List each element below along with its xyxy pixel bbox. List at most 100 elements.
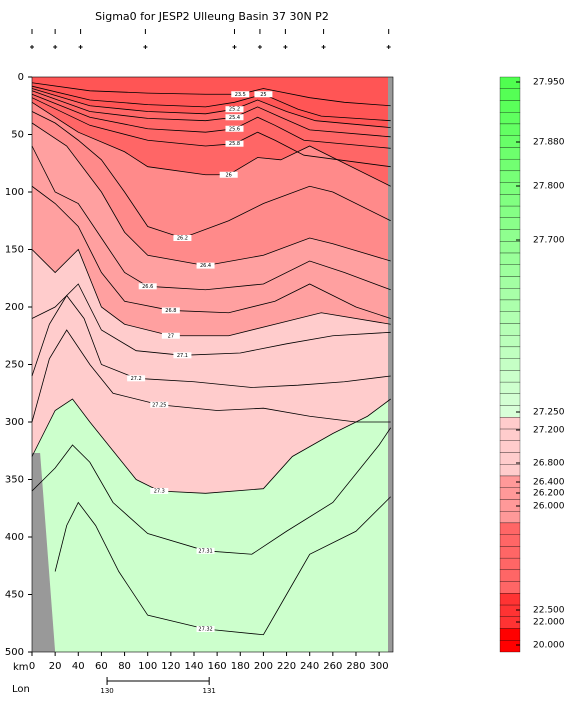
colorbar-bin — [499, 428, 521, 441]
colorbar-bin — [499, 100, 521, 113]
colorbar-bin — [499, 452, 521, 465]
x-axis-label: km — [13, 662, 29, 673]
contour-label-bg — [196, 547, 215, 554]
contour-label: 27.31 — [198, 548, 212, 554]
y-tick-label: 250 — [5, 360, 24, 371]
contour-line — [31, 85, 391, 122]
colorbar-bin — [499, 464, 521, 477]
colorbar-bin — [499, 370, 521, 383]
x-tick-label: 180 — [231, 661, 250, 672]
colorbar-bin — [499, 616, 521, 629]
colorbar-tick-label: 27.880 — [533, 138, 565, 148]
contour-label: 27.25 — [152, 402, 166, 408]
colorbar-bin — [499, 299, 521, 312]
contour-label-bg — [161, 307, 180, 314]
colorbar-bin — [499, 393, 521, 406]
colorbar-bin — [499, 264, 521, 277]
colorbar-bin — [499, 511, 521, 524]
x-tick-label: 220 — [277, 661, 296, 672]
x-tick-label: 120 — [161, 661, 180, 672]
colorbar-bin — [499, 170, 521, 183]
colorbar-bin — [499, 640, 521, 653]
contour-label: 25.4 — [229, 115, 240, 121]
colorbar-bin — [499, 311, 521, 324]
colorbar-bin — [499, 88, 521, 101]
contour-line — [31, 283, 391, 356]
contour-label-bg — [150, 488, 169, 494]
chart-title: Sigma0 for JESP2 Ulleung Basin 37 30N P2 — [95, 10, 329, 23]
contour-label-bg — [219, 171, 238, 178]
contour-line — [31, 427, 392, 555]
contour-label: 27.1 — [177, 353, 188, 359]
colorbar-bin — [499, 323, 521, 336]
contour-label-bg — [225, 140, 244, 147]
contour-label: 27.2 — [131, 376, 142, 382]
contour-label-bg — [161, 332, 180, 339]
colorbar-bin — [499, 217, 521, 230]
colorbar-tick-label: 27.250 — [533, 408, 565, 418]
contour-label: 26.4 — [200, 263, 211, 269]
contour-label-bg — [225, 114, 244, 121]
x-tick-label: 200 — [254, 661, 273, 672]
colorbar-bin — [499, 205, 521, 218]
contour-label: 27 — [168, 333, 174, 339]
y-tick-label: 150 — [5, 245, 24, 256]
colorbar-tick-label: 26.800 — [533, 459, 565, 469]
contour-label-bg — [225, 106, 244, 113]
contour-label: 25.2 — [229, 107, 240, 113]
lon-tick-label: 131 — [202, 687, 215, 695]
colorbar-bin — [499, 346, 521, 359]
colorbar-bin — [499, 276, 521, 289]
contour-label: 26.6 — [142, 284, 153, 290]
contour-label-bg — [196, 262, 215, 269]
colorbar-tick-label: 27.200 — [533, 426, 565, 436]
contour-fill — [32, 77, 393, 128]
x-tick-label: 20 — [49, 661, 62, 672]
colorbar-tick-label: 22.500 — [533, 606, 565, 616]
y-tick-label: 350 — [5, 475, 24, 486]
x-tick-label: 40 — [72, 661, 85, 672]
y-tick-label: 400 — [5, 532, 24, 543]
colorbar-bin — [499, 546, 521, 559]
colorbar-bin — [499, 381, 521, 394]
contour-label: 25 — [260, 92, 266, 98]
x-tick-label: 80 — [118, 661, 131, 672]
contour-line — [31, 111, 391, 239]
contour-label-bg — [173, 352, 192, 359]
contour-label-bg — [173, 235, 192, 241]
colorbar-tick-label: 27.950 — [533, 78, 565, 88]
contour-label: 23.5 — [235, 92, 246, 98]
x-tick-label: 260 — [323, 661, 342, 672]
colorbar-bin — [499, 534, 521, 547]
y-tick-label: 100 — [5, 187, 24, 198]
contour-line — [54, 496, 391, 636]
contour-label: 27.3 — [154, 489, 165, 495]
colorbar-bin — [499, 440, 521, 453]
colorbar-tick-label: 26.400 — [533, 478, 565, 488]
colorbar-bin — [499, 628, 521, 641]
y-tick-label: 0 — [18, 72, 24, 83]
colorbar-tick-label: 22.000 — [533, 618, 565, 628]
colorbar-bin — [499, 417, 521, 430]
x-tick-label: 280 — [346, 661, 365, 672]
contour-label-bg — [150, 401, 169, 408]
x-tick-label: 140 — [184, 661, 203, 672]
y-tick-label: 300 — [5, 417, 24, 428]
colorbar-bin — [499, 182, 521, 195]
x-tick-label: 60 — [95, 661, 108, 672]
contour-label: 27.32 — [198, 627, 212, 633]
colorbar-tick-label: 26.200 — [533, 489, 565, 499]
colorbar-bin — [499, 76, 521, 89]
colorbar-tick-label: 27.700 — [533, 236, 565, 246]
contour-label: 26.8 — [165, 308, 176, 314]
y-tick-label: 500 — [5, 647, 24, 658]
colorbar-bin — [499, 557, 521, 571]
x-tick-label: 240 — [300, 661, 319, 672]
colorbar-bin — [499, 581, 521, 594]
bathymetry — [388, 77, 393, 652]
colorbar-bin — [499, 288, 521, 301]
colorbar-tick-label: 27.800 — [533, 182, 565, 192]
colorbar-bin — [499, 335, 521, 348]
contour-label-bg — [138, 283, 157, 290]
